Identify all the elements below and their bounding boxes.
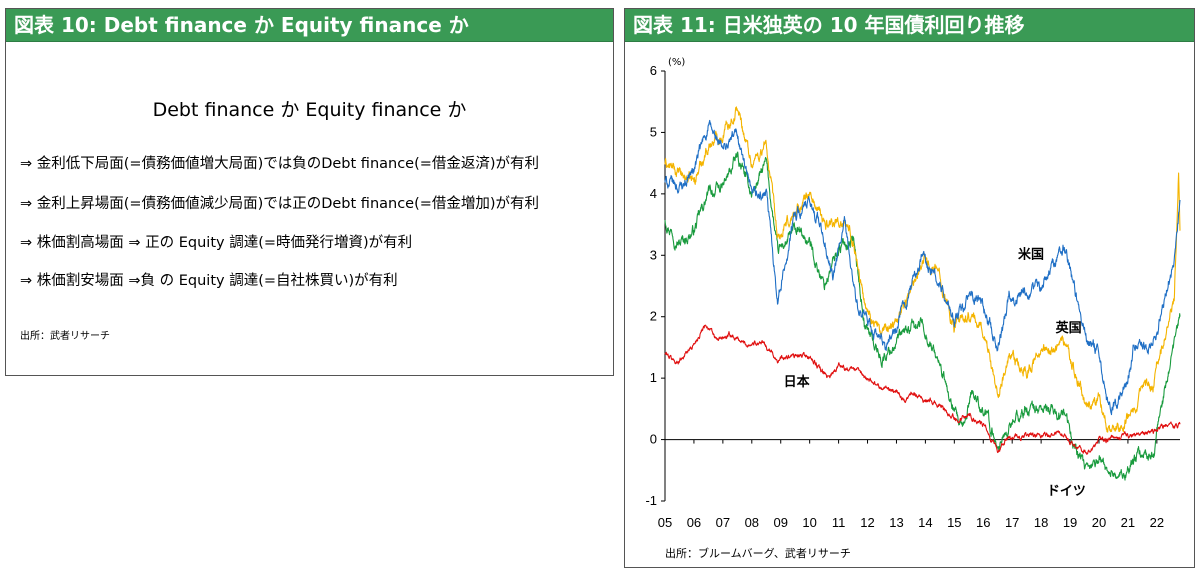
- x-tick-label: 15: [947, 515, 961, 530]
- series-annotation: 英国: [1055, 320, 1082, 336]
- x-tick-label: 14: [918, 515, 932, 530]
- series-annotation: 米国: [1018, 246, 1044, 262]
- series-line-2: [664, 106, 1181, 433]
- series-line-4: [664, 324, 1181, 455]
- x-tick-label: 17: [1005, 515, 1019, 530]
- left-panel: 図表 10: Debt finance か Equity finance か D…: [5, 8, 614, 376]
- x-tick-label: 20: [1092, 515, 1106, 530]
- x-tick-label: 16: [976, 515, 990, 530]
- y-tick-label: 1: [650, 370, 657, 385]
- series-annotation: ドイツ: [1047, 484, 1086, 499]
- y-tick-label: 2: [650, 309, 657, 324]
- left-panel-title: Debt finance か Equity finance か: [152, 99, 467, 121]
- series-line-3: [664, 119, 1181, 416]
- x-tick-label: 19: [1063, 515, 1077, 530]
- x-tick-label: 22: [1150, 515, 1164, 530]
- right-source-note: 出所：ブルームバーグ、武者リサーチ: [665, 546, 851, 560]
- x-tick-label: 11: [832, 515, 846, 530]
- bullet-item: ⇒ 金利低下局面(=債務価値増大局面)では負のDebt finance(=借金返…: [20, 156, 540, 172]
- y-tick-label: 5: [650, 124, 657, 139]
- right-panel-header: 図表 11: 日米独英の 10 年国債利回り推移: [625, 9, 1194, 42]
- x-tick-label: 06: [687, 515, 701, 530]
- x-tick-label: 07: [716, 515, 730, 530]
- x-tick-label: 05: [658, 515, 672, 530]
- x-tick-label: 10: [802, 515, 816, 530]
- bullet-item: ⇒ 株価割安場面 ⇒負 の Equity 調達(=自社株買い)が有利: [20, 273, 398, 289]
- x-tick-label: 09: [773, 515, 787, 530]
- y-tick-label: 3: [650, 247, 657, 262]
- y-tick-label: -1: [645, 493, 657, 508]
- series-annotation: 日本: [784, 374, 810, 390]
- y-unit-label: (%): [668, 57, 685, 68]
- y-tick-label: 0: [650, 432, 657, 447]
- x-tick-label: 18: [1034, 515, 1048, 530]
- y-tick-label: 6: [650, 63, 657, 78]
- bullet-item: ⇒ 株価割高場面 ⇒ 正の Equity 調達(=時価発行増資)が有利: [20, 235, 413, 251]
- left-source-note: 出所：武者リサーチ: [20, 331, 110, 342]
- bullet-item: ⇒ 金利上昇場面(=債務価値減少局面)では正のDebt finance(=借金増…: [20, 196, 540, 212]
- x-tick-label: 08: [745, 515, 759, 530]
- series-line-1: [664, 151, 1181, 481]
- y-tick-label: 4: [650, 186, 657, 201]
- right-panel: 図表 11: 日米独英の 10 年国債利回り推移 -1 0 1 2 3 4 5 6 (%) 05 0…: [624, 8, 1195, 568]
- x-tick-label: 21: [1121, 515, 1135, 530]
- left-panel-header: 図表 10: Debt finance か Equity finance か: [6, 9, 613, 42]
- x-tick-label: 13: [889, 515, 903, 530]
- chart-series-group: [664, 106, 1181, 481]
- x-tick-label: 12: [860, 515, 874, 530]
